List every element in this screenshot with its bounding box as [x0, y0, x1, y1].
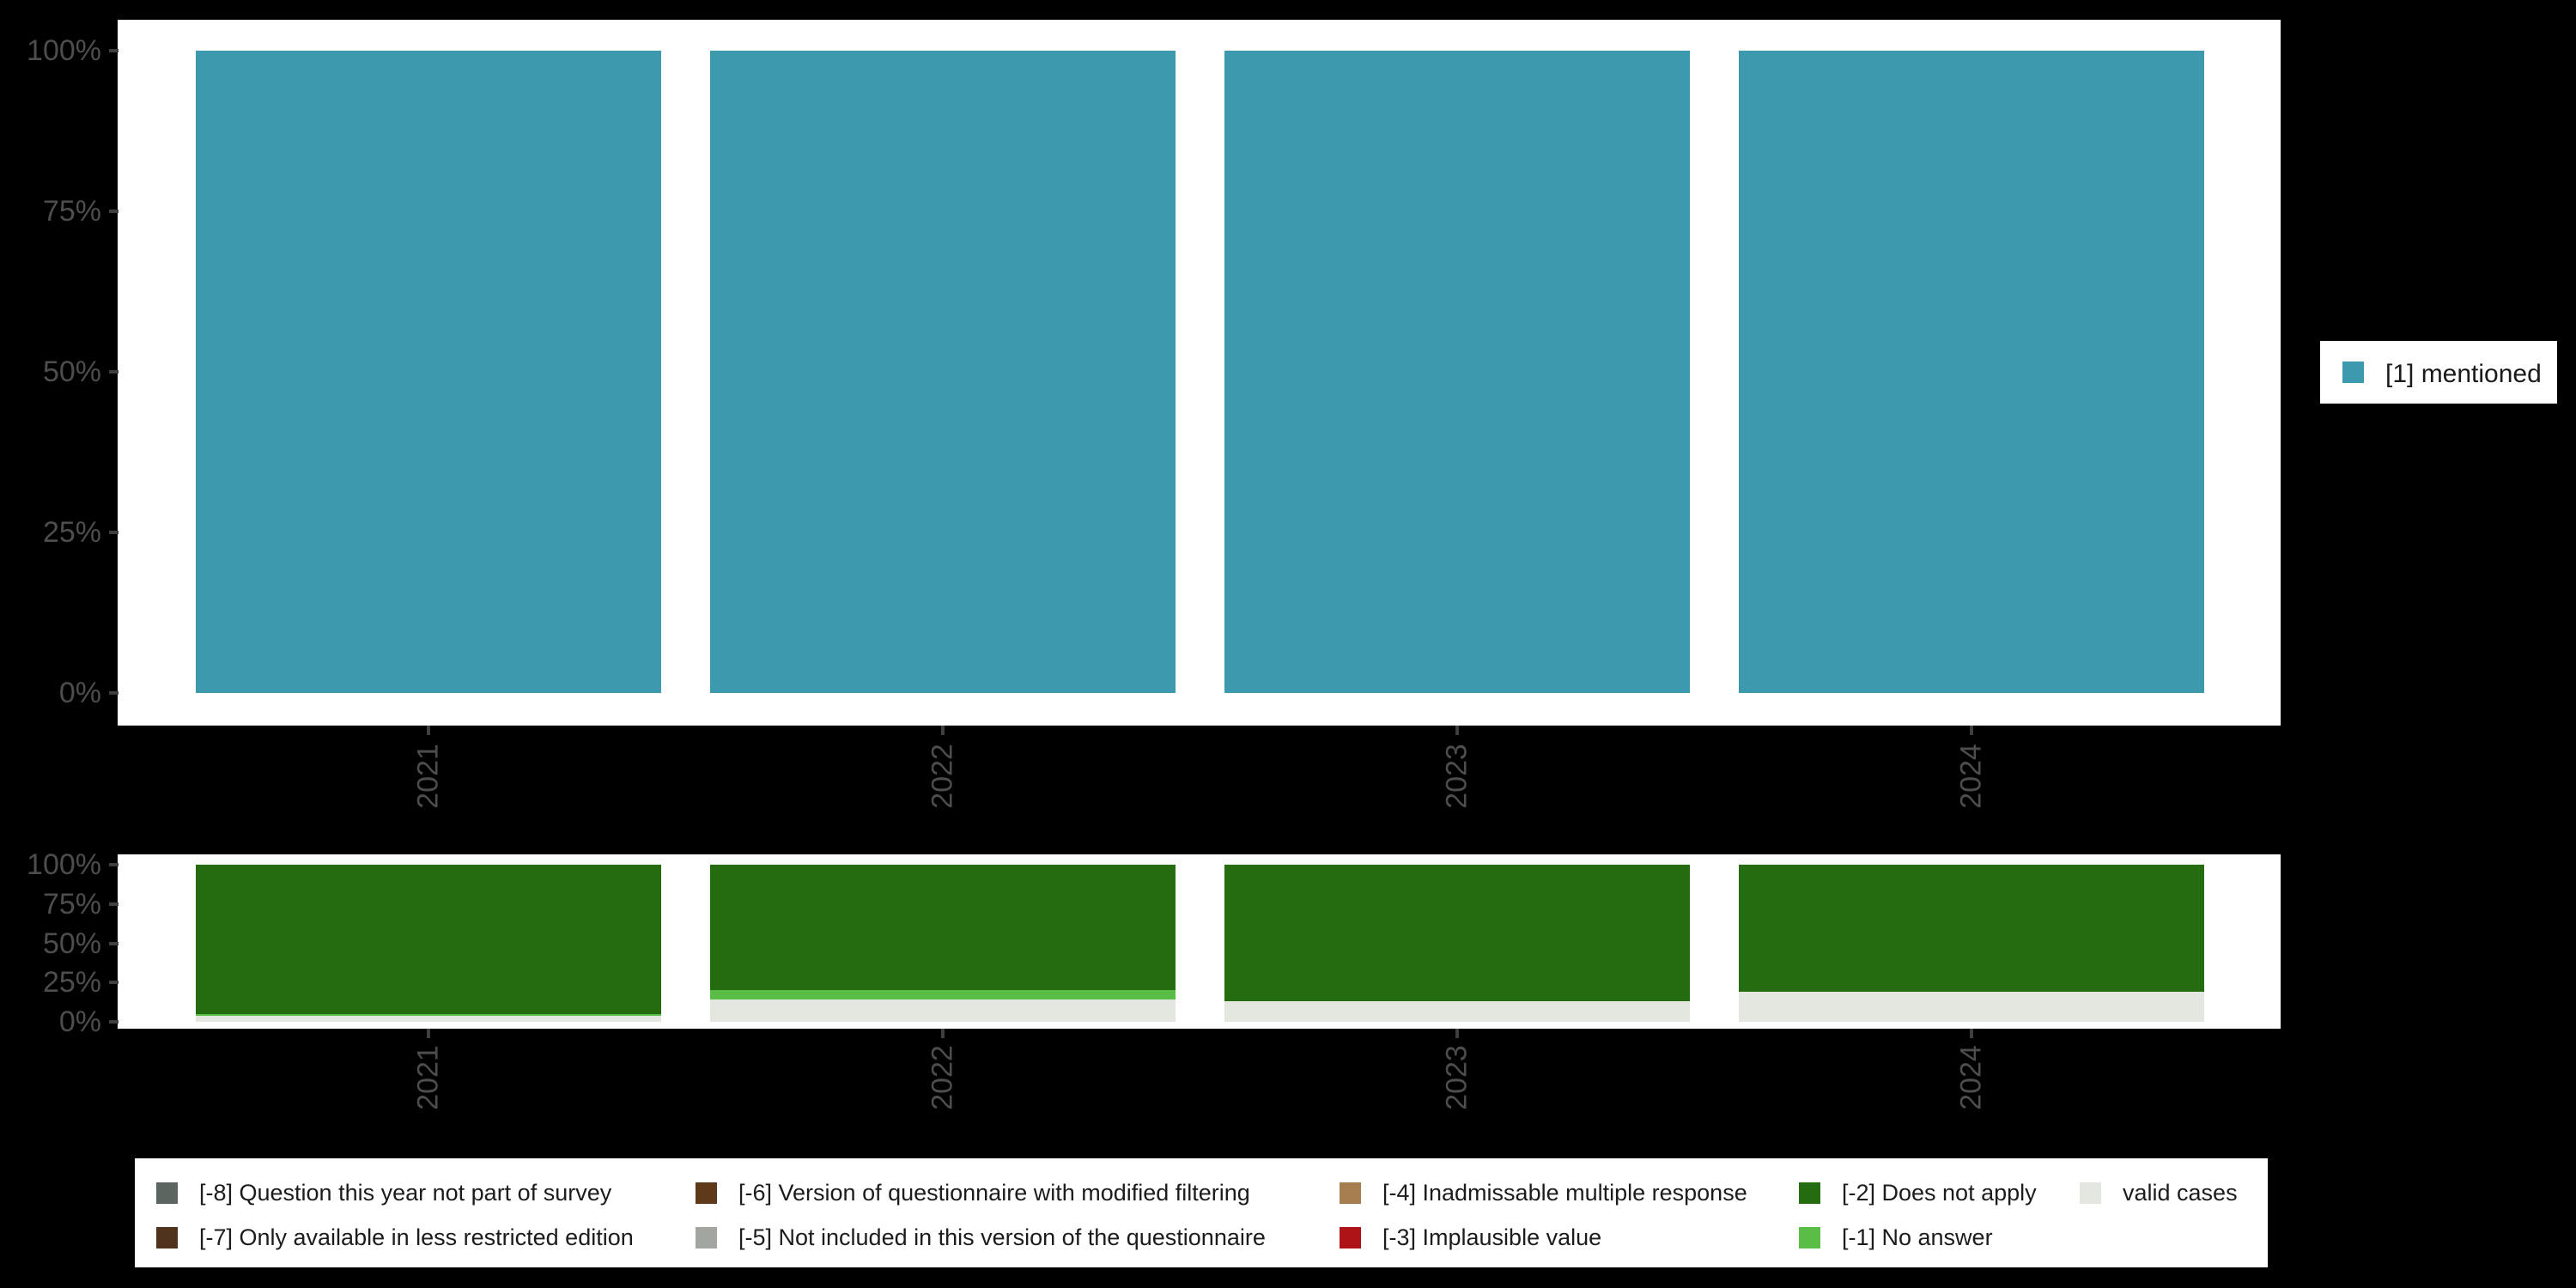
- y-axis-label: 50%: [42, 927, 101, 960]
- x-axis-year-label: 2023: [1440, 1045, 1473, 1110]
- mentioned-legend-label: [1] mentioned: [2385, 360, 2542, 388]
- x-axis-tick: [1970, 1029, 1973, 1038]
- legend-item-label: [-6] Version of questionnaire with modif…: [738, 1180, 1250, 1206]
- bar-segment: [710, 51, 1176, 693]
- bar-segment: [196, 51, 661, 693]
- missing-values-legend: [-8] Question this year not part of surv…: [135, 1158, 2268, 1267]
- y-axis-label: 0%: [58, 677, 101, 709]
- y-axis-label: 100%: [27, 848, 101, 881]
- bar-segment: [196, 1013, 661, 1016]
- x-axis-tick: [941, 1029, 945, 1038]
- legend-item-label: valid cases: [2123, 1180, 2238, 1206]
- y-axis-tick: [109, 210, 118, 213]
- bar-segment: [1739, 865, 2204, 993]
- bar-segment: [1224, 1001, 1690, 1022]
- x-axis-tick: [941, 726, 945, 735]
- legend-swatch: [2080, 1182, 2101, 1204]
- x-axis-tick: [1455, 1029, 1459, 1038]
- mentioned-legend-swatch: [2342, 361, 2364, 383]
- legend-swatch: [156, 1182, 178, 1204]
- bar-segment: [1224, 865, 1690, 1002]
- bar-segment: [710, 990, 1176, 1000]
- y-axis-tick: [109, 370, 118, 374]
- y-axis-tick: [109, 941, 118, 945]
- x-axis-tick: [1970, 726, 1973, 735]
- x-axis-tick: [427, 726, 430, 735]
- x-axis-year-label: 2023: [1440, 744, 1473, 809]
- x-axis-year-label: 2024: [1954, 744, 1988, 809]
- bar-segment: [710, 999, 1176, 1022]
- legend-item-label: [-1] No answer: [1842, 1224, 1993, 1250]
- y-axis-label: 100%: [27, 34, 101, 67]
- y-axis-tick: [109, 981, 118, 985]
- bar-segment: [1739, 51, 2204, 693]
- legend-item-label: [-5] Not included in this version of the…: [738, 1224, 1266, 1250]
- legend-swatch: [1799, 1227, 1820, 1249]
- x-axis-year-label: 2021: [411, 1045, 445, 1110]
- y-axis-label: 75%: [42, 887, 101, 920]
- x-axis-year-label: 2021: [411, 744, 445, 809]
- top-chart-legend: [1] mentioned: [2320, 341, 2557, 404]
- x-axis-year-label: 2024: [1954, 1045, 1988, 1110]
- legend-swatch: [156, 1227, 178, 1249]
- bar-segment: [196, 1015, 661, 1022]
- y-axis-label: 50%: [42, 355, 101, 388]
- bar-segment: [196, 865, 661, 1014]
- legend-swatch: [696, 1182, 717, 1204]
- legend-item-label: [-2] Does not apply: [1842, 1180, 2037, 1206]
- legend-item-label: [-7] Only available in less restricted e…: [199, 1224, 634, 1250]
- legend-swatch: [696, 1227, 717, 1249]
- y-axis-tick: [109, 902, 118, 906]
- legend-item-label: [-3] Implausible value: [1382, 1224, 1602, 1250]
- y-axis-tick: [109, 49, 118, 52]
- x-axis-year-label: 2022: [926, 1045, 959, 1110]
- y-axis-label: 25%: [42, 516, 101, 549]
- legend-swatch: [1340, 1227, 1361, 1249]
- bar-segment: [1224, 51, 1690, 693]
- y-axis-tick: [109, 1020, 118, 1024]
- y-axis-tick: [109, 863, 118, 866]
- y-axis-label: 25%: [42, 966, 101, 999]
- legend-item-label: [-8] Question this year not part of surv…: [199, 1180, 612, 1206]
- x-axis-year-label: 2022: [926, 744, 959, 809]
- x-axis-tick: [1455, 726, 1459, 735]
- y-axis-label: 0%: [58, 1005, 101, 1038]
- bar-segment: [1739, 992, 2204, 1022]
- legend-item-label: [-4] Inadmissable multiple response: [1382, 1180, 1747, 1206]
- legend-swatch: [1799, 1182, 1820, 1204]
- y-axis-label: 75%: [42, 195, 101, 228]
- y-axis-tick: [109, 531, 118, 534]
- x-axis-tick: [427, 1029, 430, 1038]
- bar-segment: [710, 865, 1176, 991]
- legend-swatch: [1340, 1182, 1361, 1204]
- y-axis-tick: [109, 691, 118, 695]
